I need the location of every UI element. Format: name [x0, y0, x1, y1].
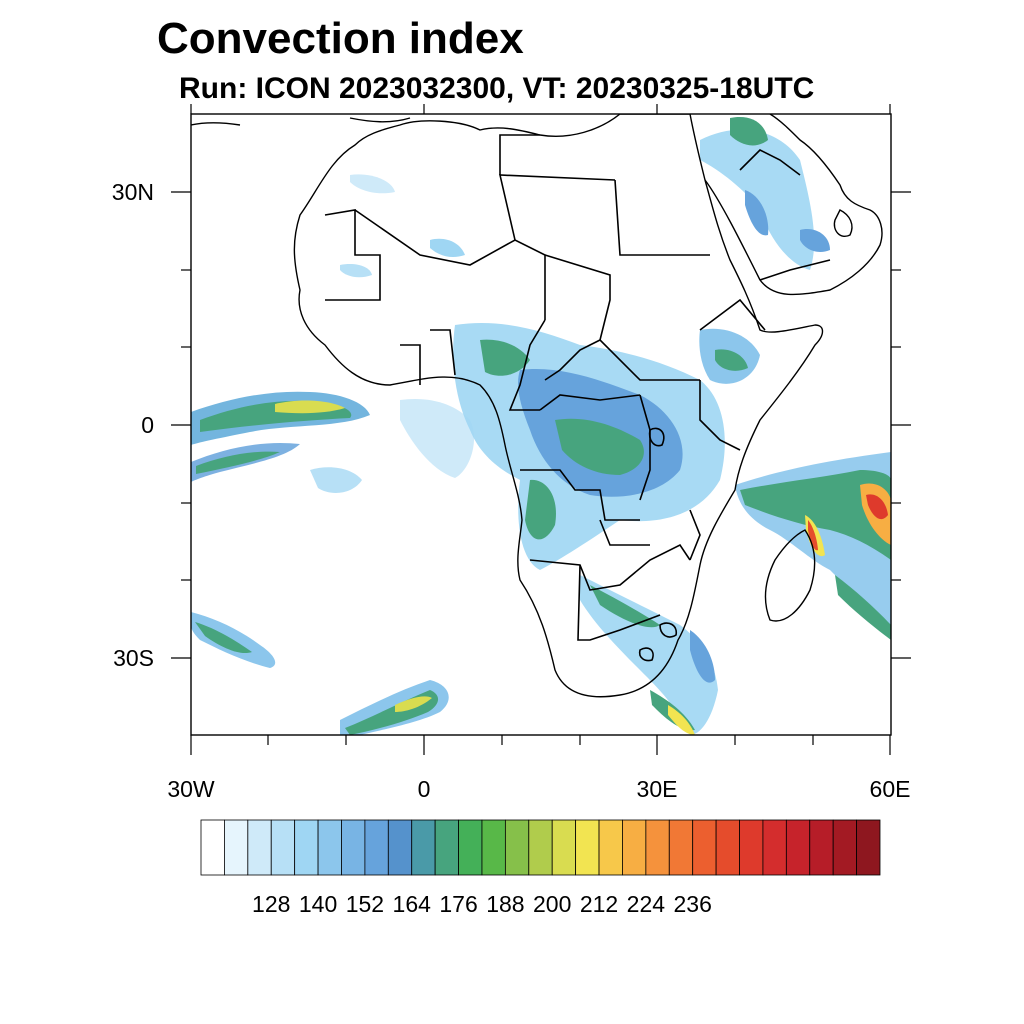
axis-ticks: [171, 104, 911, 755]
legend-swatch: [294, 819, 319, 876]
legend-swatch: [341, 819, 366, 876]
legend-swatch: [528, 819, 553, 876]
legend-swatch: [551, 819, 577, 876]
legend-swatch: [364, 819, 389, 876]
legend-swatch: [739, 819, 764, 876]
legend-label: 200: [533, 891, 571, 917]
legend-swatch: [832, 819, 857, 876]
legend-swatch: [387, 819, 413, 876]
legend-swatch: [434, 819, 459, 876]
legend-swatch: [715, 819, 740, 876]
legend-label: 212: [580, 891, 618, 917]
country-borders: [324, 134, 831, 662]
legend-swatch: [200, 819, 225, 876]
legend-label: 140: [299, 891, 337, 917]
legend-swatch: [224, 819, 249, 876]
legend-label: 128: [252, 891, 290, 917]
legend-labels: 128 140 152 164 176 188 200 212 224 236: [252, 891, 712, 917]
legend-swatch: [317, 819, 342, 876]
x-tick-label: 60E: [870, 776, 911, 802]
y-tick-label: 30N: [112, 179, 154, 205]
legend-swatch: [856, 819, 881, 876]
legend-swatch: [270, 819, 296, 876]
run-subtitle: Run: ICON 2023032300, VT: 20230325-18UTC: [179, 72, 815, 105]
map-title: Convection index: [157, 14, 524, 63]
legend-swatch: [692, 819, 717, 876]
legend-label: 188: [486, 891, 524, 917]
legend-swatch: [809, 819, 834, 876]
x-tick-label: 30W: [167, 776, 215, 802]
legend-label: 152: [346, 891, 384, 917]
y-tick-label: 0: [141, 412, 154, 438]
legend-swatch: [481, 819, 506, 876]
legend-label: 176: [439, 891, 477, 917]
legend-swatch: [622, 819, 647, 876]
legend-swatch: [411, 819, 436, 876]
legend-swatch: [247, 819, 272, 876]
x-tick-label: 0: [418, 776, 431, 802]
legend-label: 224: [627, 891, 666, 917]
legend-swatch: [762, 819, 787, 876]
legend-swatch: [458, 819, 483, 876]
legend-swatch: [668, 819, 694, 876]
x-tick-label: 30E: [637, 776, 678, 802]
legend-swatch: [575, 819, 600, 876]
legend-swatch: [645, 819, 670, 876]
legend-label: 164: [393, 891, 432, 917]
convection-field: [191, 116, 891, 735]
legend-swatch: [598, 819, 623, 876]
y-tick-label: 30S: [113, 645, 154, 671]
legend-swatch: [504, 819, 530, 876]
legend-swatch: [785, 819, 811, 876]
legend-label: 236: [674, 891, 712, 917]
color-legend: [200, 819, 881, 876]
